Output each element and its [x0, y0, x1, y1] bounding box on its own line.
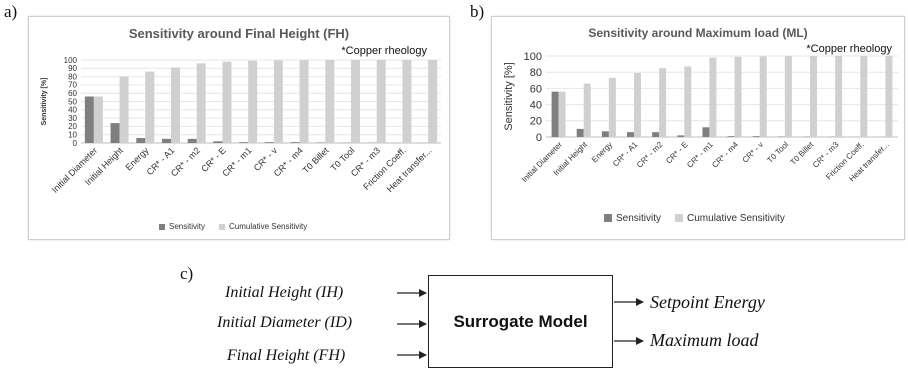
- y-tick-label: 60: [530, 83, 542, 95]
- bar-cumulative: [145, 71, 155, 143]
- y-tick-label: 100: [524, 51, 542, 63]
- chart-a-frame: Sensitivity around Final Height (FH) *Cop…: [28, 16, 450, 240]
- bar-cumulative: [734, 56, 742, 138]
- y-tick-label: 40: [68, 106, 77, 115]
- panel-label-a: a): [4, 2, 18, 21]
- surrogate-model-box: Surrogate Model: [428, 275, 613, 368]
- bar-sensitivity: [752, 136, 760, 137]
- legend-label: Sensitivity: [616, 213, 661, 224]
- bar-cumulative: [810, 56, 817, 137]
- bar-cumulative: [709, 57, 717, 138]
- bar-cumulative: [248, 60, 258, 143]
- legend-swatch: [159, 224, 165, 230]
- bar-sensitivity: [239, 142, 249, 143]
- bar-cumulative: [93, 96, 103, 143]
- bar-sensitivity: [84, 96, 94, 143]
- chart-b: Sensitivity around Maximum load (ML) *Cop…: [503, 26, 898, 224]
- y-tick-label: 40: [530, 99, 542, 111]
- legend-label: Sensitivity: [169, 222, 205, 231]
- bar-cumulative: [860, 56, 868, 137]
- bar-cumulative: [659, 68, 667, 137]
- panel-label-b: b): [470, 2, 485, 21]
- bar-sensitivity: [290, 142, 300, 143]
- bar-sensitivity: [727, 136, 735, 137]
- x-tick-label: T0 Tool: [765, 140, 790, 165]
- bar-cumulative: [885, 56, 893, 137]
- bar-cumulative: [299, 60, 309, 143]
- bar-sensitivity: [213, 141, 223, 143]
- x-tick-label: Energy: [590, 140, 614, 164]
- bar-sensitivity: [576, 128, 584, 137]
- bar-sensitivity: [601, 131, 609, 137]
- bar-sensitivity: [264, 142, 274, 143]
- bar-cumulative: [583, 83, 591, 137]
- y-tick-label: 0: [73, 139, 78, 148]
- chart-title: Sensitivity around Maximum load (ML): [588, 26, 807, 40]
- legend-swatch: [604, 214, 612, 222]
- bar-cumulative: [119, 76, 129, 143]
- y-axis-label: Sensitivity [%]: [503, 62, 515, 130]
- x-tick-label: CR* - m2: [635, 140, 665, 170]
- bar-sensitivity: [110, 123, 120, 143]
- bar-cumulative: [171, 67, 180, 143]
- y-axis-label: Sensitivity [%]: [41, 78, 48, 126]
- y-tick-label: 20: [530, 116, 542, 128]
- bar-cumulative: [759, 56, 767, 137]
- y-tick-label: 30: [68, 114, 77, 123]
- y-tick-label: 20: [68, 122, 77, 131]
- bar-cumulative: [558, 91, 566, 137]
- legend-label: Cumulative Sensitivity: [687, 213, 785, 224]
- chart-a: Sensitivity around Final Height (FH) *Cop…: [41, 26, 441, 231]
- x-tick-label: CR* - v: [741, 140, 766, 165]
- y-tick-label: 70: [68, 81, 77, 90]
- y-tick-label: 0: [536, 132, 542, 144]
- bar-sensitivity: [551, 91, 559, 137]
- chart-b-frame: Sensitivity around Maximum load (ML) *Cop…: [491, 16, 905, 240]
- legend-swatch: [675, 214, 684, 222]
- bar-sensitivity: [136, 138, 146, 143]
- bar-sensitivity: [187, 138, 197, 143]
- bar-sensitivity: [162, 138, 171, 143]
- bar-cumulative: [428, 60, 438, 143]
- legend-swatch: [219, 224, 226, 230]
- bar-cumulative: [402, 60, 412, 143]
- y-tick-label: 50: [68, 97, 77, 106]
- bar-cumulative: [784, 56, 792, 137]
- chart-annotation: *Copper rheology: [341, 45, 427, 57]
- y-tick-label: 100: [64, 56, 78, 65]
- y-tick-label: 80: [530, 67, 542, 79]
- bar-sensitivity: [652, 132, 660, 137]
- diagram-input-1: Initial Height (IH): [225, 284, 344, 301]
- bar-cumulative: [222, 61, 232, 143]
- x-tick-label: T0 Billet: [301, 145, 331, 175]
- y-tick-label: 10: [68, 131, 77, 140]
- bar-cumulative: [376, 60, 386, 143]
- diagram-input-3: Final Height (FH): [227, 347, 346, 364]
- bar-sensitivity: [702, 127, 710, 137]
- chart-annotation: *Copper rheology: [806, 43, 892, 55]
- y-tick-label: 90: [68, 64, 77, 73]
- y-tick-label: 80: [68, 72, 77, 81]
- x-tick-label: CR* - m1: [685, 140, 715, 170]
- panel-label-c: c): [180, 264, 194, 283]
- bar-cumulative: [608, 77, 616, 137]
- bar-cumulative: [634, 73, 641, 137]
- bar-cumulative: [351, 60, 360, 143]
- surrogate-model-label: Surrogate Model: [453, 311, 588, 331]
- y-tick-label: 60: [68, 89, 77, 98]
- x-tick-label: CR* - m4: [710, 140, 740, 170]
- bar-cumulative: [835, 56, 843, 137]
- diagram-output-1: Setpoint Energy: [650, 292, 765, 312]
- bar-sensitivity: [627, 132, 634, 137]
- bar-cumulative: [196, 63, 206, 143]
- legend-label: Cumulative Sensitivity: [229, 222, 307, 231]
- bar-cumulative: [273, 60, 283, 143]
- bar-cumulative: [325, 60, 335, 143]
- diagram-output-2: Maximum load: [650, 330, 759, 350]
- bar-sensitivity: [677, 135, 685, 137]
- bar-cumulative: [684, 66, 692, 137]
- chart-title: Sensitivity around Final Height (FH): [129, 26, 349, 41]
- diagram-input-2: Initial Diameter (ID): [217, 314, 353, 331]
